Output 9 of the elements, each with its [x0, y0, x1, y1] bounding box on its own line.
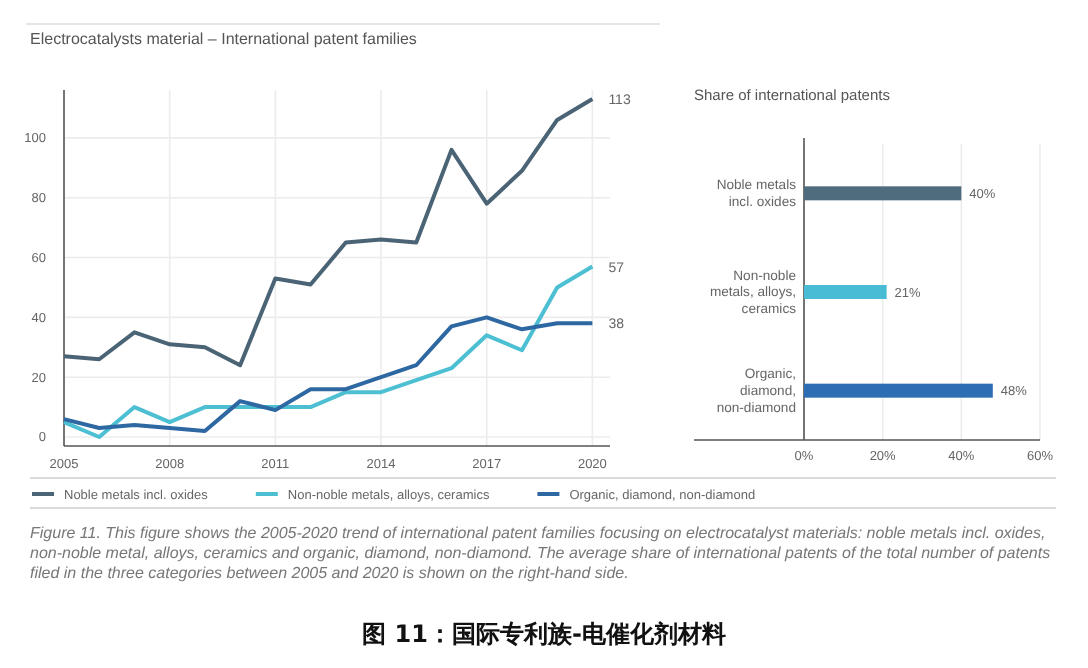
line-series: [62, 264, 595, 440]
caption: Figure 11. This figure shows the 2005-2020 trend of international patent families focusing on electrocatalyst materials: noble metals incl. oxides, non-noble metal, alloys, ceramics and organic, diamond, non-diamond. The average share of international patents of the total number of patents filed in the three categories between 2005 and 2020 is shown on the right-hand side.: [30, 524, 1053, 584]
chart-title: Electrocatalysts material – International patent families: [30, 30, 417, 48]
line-series: [62, 315, 595, 434]
bar: [804, 383, 993, 398]
bar: [804, 285, 887, 299]
caption: 图 11：国际专利族-电催化剂材料: [360, 618, 728, 652]
line-series: [62, 96, 595, 368]
bar: [804, 186, 962, 201]
